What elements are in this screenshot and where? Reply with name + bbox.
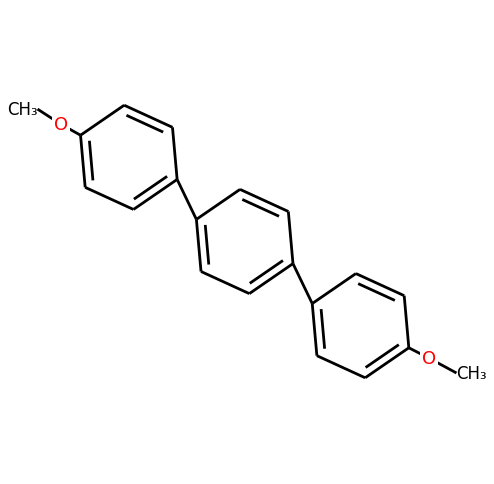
- Text: CH₃: CH₃: [456, 364, 487, 382]
- Text: O: O: [54, 116, 68, 134]
- Text: CH₃: CH₃: [7, 101, 38, 119]
- Text: O: O: [421, 349, 436, 367]
